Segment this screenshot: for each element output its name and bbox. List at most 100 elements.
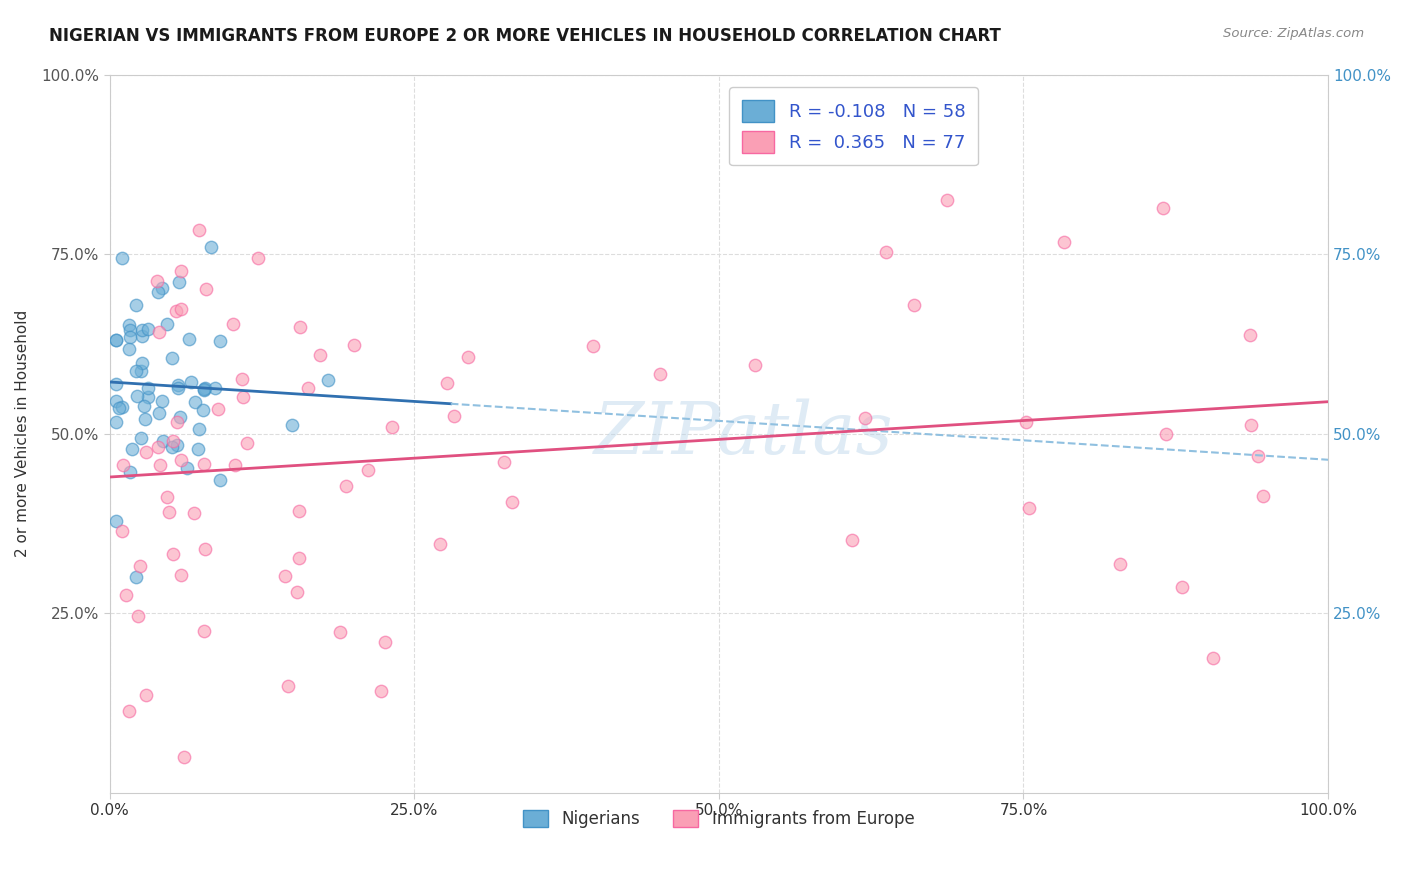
Point (246, 251, 269, 265)
Point (335, 479, 357, 493)
Point (343, 338, 366, 352)
Point (841, 533, 863, 548)
Point (121, 442, 143, 456)
Point (297, 381, 319, 395)
Point (582, 339, 605, 353)
Point (1015, 415, 1038, 429)
Point (177, 332, 200, 346)
Point (193, 383, 215, 397)
Point (131, 356, 153, 370)
Point (316, 373, 339, 387)
Point (166, 437, 188, 451)
Point (875, 245, 897, 260)
Point (166, 380, 188, 394)
Point (152, 394, 174, 409)
Point (111, 400, 134, 414)
Point (191, 403, 214, 417)
Point (200, 240, 222, 254)
Point (125, 570, 148, 584)
Point (162, 547, 184, 561)
Point (204, 381, 226, 395)
Point (135, 689, 157, 703)
Point (443, 409, 465, 423)
Point (935, 193, 957, 207)
Point (429, 537, 451, 551)
Point (167, 377, 190, 392)
Point (232, 390, 254, 404)
Point (134, 399, 156, 413)
Point (129, 558, 152, 573)
Point (173, 749, 195, 764)
Point (129, 364, 152, 378)
Point (120, 466, 142, 480)
Point (1251, 489, 1274, 503)
Point (436, 376, 458, 391)
Point (194, 282, 217, 296)
Point (104, 333, 127, 347)
Point (156, 317, 179, 331)
Point (170, 453, 193, 467)
Point (152, 434, 174, 448)
Point (148, 325, 170, 339)
Point (107, 401, 129, 415)
Point (125, 298, 148, 312)
Point (193, 382, 215, 396)
Point (1108, 558, 1130, 572)
Point (501, 495, 523, 509)
Point (187, 223, 209, 237)
Point (114, 588, 136, 602)
Point (146, 285, 169, 299)
Point (231, 372, 253, 386)
Point (131, 323, 153, 337)
Text: NIGERIAN VS IMMIGRANTS FROM EUROPE 2 OR MORE VEHICLES IN HOUSEHOLD CORRELATION C: NIGERIAN VS IMMIGRANTS FROM EUROPE 2 OR … (49, 27, 1001, 45)
Point (167, 275, 190, 289)
Point (1202, 651, 1225, 665)
Point (150, 281, 173, 295)
Point (309, 348, 332, 362)
Point (903, 297, 925, 311)
Point (1246, 449, 1268, 463)
Point (111, 251, 134, 265)
Legend: Nigerians, Immigrants from Europe: Nigerians, Immigrants from Europe (516, 803, 921, 835)
Point (193, 458, 215, 472)
Point (208, 474, 231, 488)
Point (288, 550, 311, 565)
Point (118, 704, 141, 718)
Point (1152, 202, 1174, 216)
Point (166, 416, 188, 430)
Point (148, 405, 170, 419)
Point (208, 334, 231, 348)
Point (169, 410, 191, 425)
Point (183, 394, 205, 409)
Point (170, 567, 193, 582)
Point (224, 458, 246, 472)
Point (162, 434, 184, 448)
Point (138, 381, 160, 395)
Point (357, 463, 380, 477)
Point (104, 333, 127, 347)
Point (118, 323, 141, 337)
Point (118, 318, 141, 332)
Point (1053, 235, 1076, 250)
Point (381, 419, 404, 434)
Point (148, 440, 170, 454)
Point (187, 442, 209, 457)
Point (131, 328, 153, 343)
Point (160, 351, 183, 365)
Point (127, 608, 149, 623)
Point (194, 381, 217, 395)
Point (112, 458, 135, 473)
Point (136, 390, 159, 404)
Point (125, 389, 148, 403)
Point (145, 274, 167, 288)
Point (288, 319, 311, 334)
Point (457, 350, 479, 364)
Point (111, 524, 134, 538)
Point (183, 506, 205, 520)
Point (274, 569, 297, 583)
Point (188, 422, 211, 436)
Point (129, 431, 152, 445)
Point (118, 342, 141, 356)
Point (157, 506, 180, 520)
Point (170, 302, 193, 317)
